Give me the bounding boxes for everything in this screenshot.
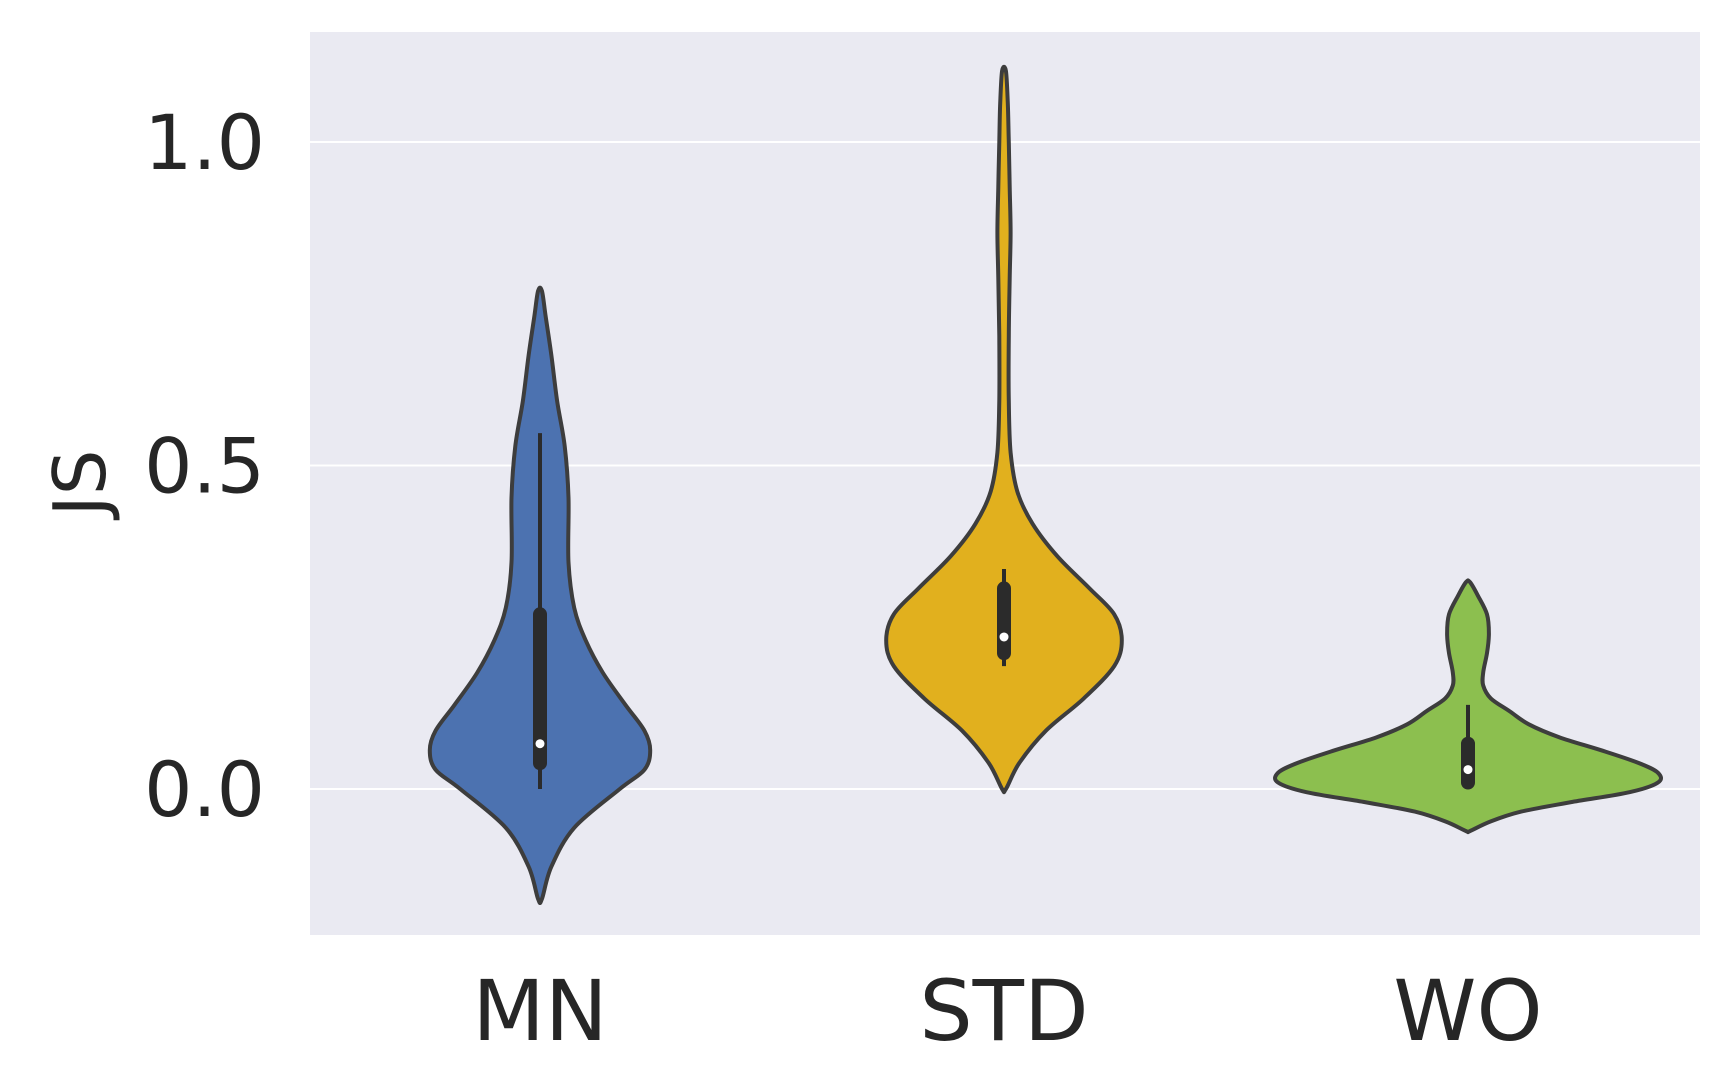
x-tick-label: MN xyxy=(472,962,607,1060)
y-axis-label: JS xyxy=(38,450,122,521)
violins xyxy=(427,64,1663,906)
x-tick-label: WO xyxy=(1393,962,1542,1060)
median-marker-wo xyxy=(1463,765,1473,775)
x-tick-label: STD xyxy=(919,962,1088,1060)
x-tick-labels: MN STD WO xyxy=(472,962,1542,1060)
median-marker-std xyxy=(999,632,1009,642)
y-tick-label: 1.0 xyxy=(144,98,265,187)
y-tick-label: 0.5 xyxy=(144,422,265,511)
median-marker-mn xyxy=(535,739,545,749)
y-tick-labels: 0.0 0.5 1.0 xyxy=(144,98,265,834)
violin-std xyxy=(884,64,1124,795)
y-tick-label: 0.0 xyxy=(144,745,265,834)
